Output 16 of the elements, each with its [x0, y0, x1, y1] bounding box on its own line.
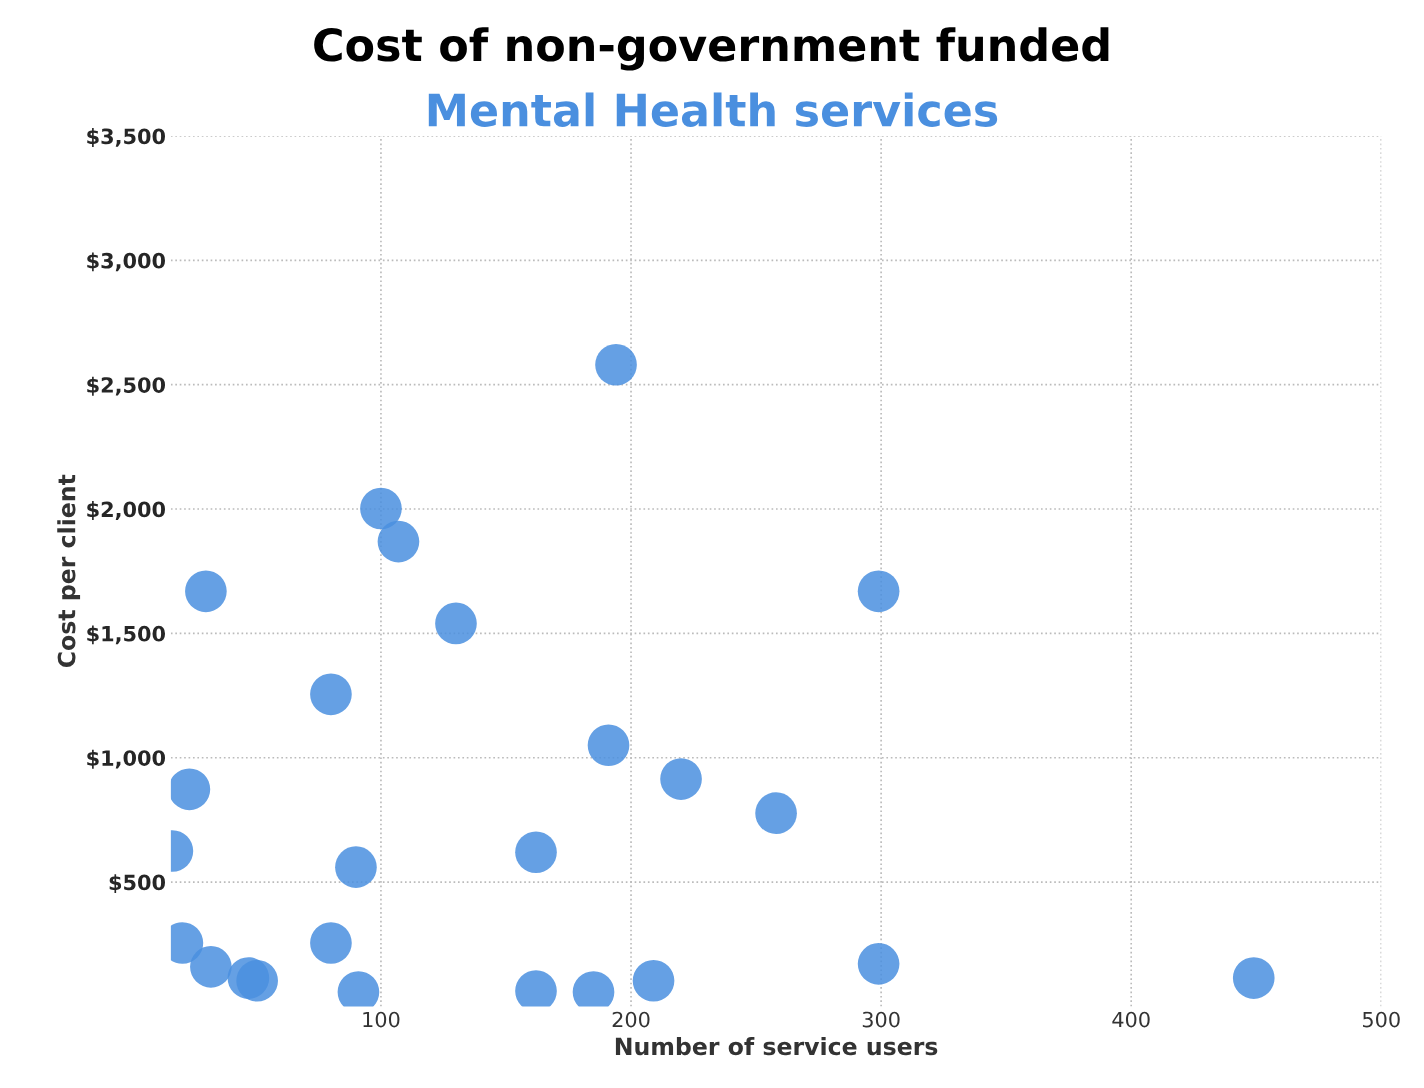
y-tick-label: $1,500	[87, 625, 166, 645]
chart-title: Cost of non-government funded	[314, 27, 1109, 71]
x-tick-label: 100	[363, 1011, 400, 1028]
x-axis-title: Number of service users	[615, 1036, 938, 1056]
y-tick-label: $3,000	[87, 252, 166, 272]
x-tick-label: 300	[862, 1011, 900, 1028]
y-tick-label: $2,000	[87, 501, 166, 521]
y-tick-label: $500	[109, 874, 166, 894]
chart-subtitle: Mental Health services	[428, 92, 998, 127]
x-tick-label: 500	[1363, 1011, 1400, 1028]
y-tick-label: $3,500	[87, 128, 166, 147]
y-axis-title: Cost per client	[57, 474, 81, 668]
y-tick-label: $2,500	[87, 376, 166, 396]
x-tick-label: 200	[612, 1011, 650, 1028]
x-tick-label: 400	[1112, 1011, 1150, 1028]
y-tick-label: $1,000	[87, 749, 166, 769]
